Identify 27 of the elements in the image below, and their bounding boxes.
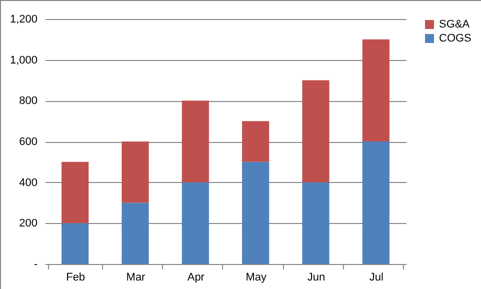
bar xyxy=(362,39,390,142)
bar xyxy=(62,223,89,264)
x-tick-label: Apr xyxy=(187,272,205,284)
bar xyxy=(122,202,149,264)
bar xyxy=(302,182,330,264)
bar xyxy=(122,142,149,203)
legend-label: COGS xyxy=(439,32,472,44)
y-tick-label: 400 xyxy=(19,176,38,189)
y-tick-label: 1,200 xyxy=(10,14,38,26)
bar xyxy=(302,80,330,182)
y-tick-label: 800 xyxy=(19,95,38,108)
legend-label: SG&A xyxy=(439,18,470,30)
bar xyxy=(242,121,270,162)
y-tick-label: 1,000 xyxy=(10,54,38,66)
x-tick-label: Mar xyxy=(126,272,146,284)
x-tick-label: May xyxy=(246,272,267,284)
bar xyxy=(182,182,209,264)
y-tick-label: 200 xyxy=(19,218,38,230)
y-tick-label: - xyxy=(34,258,38,270)
bar xyxy=(182,100,209,182)
bar xyxy=(62,162,89,224)
x-tick-label: Feb xyxy=(66,272,86,284)
x-tick-label: Jul xyxy=(369,272,384,284)
x-tick-label: Jun xyxy=(307,272,326,284)
bar xyxy=(242,162,270,264)
bar xyxy=(362,142,390,264)
y-tick-label: 600 xyxy=(19,136,38,148)
